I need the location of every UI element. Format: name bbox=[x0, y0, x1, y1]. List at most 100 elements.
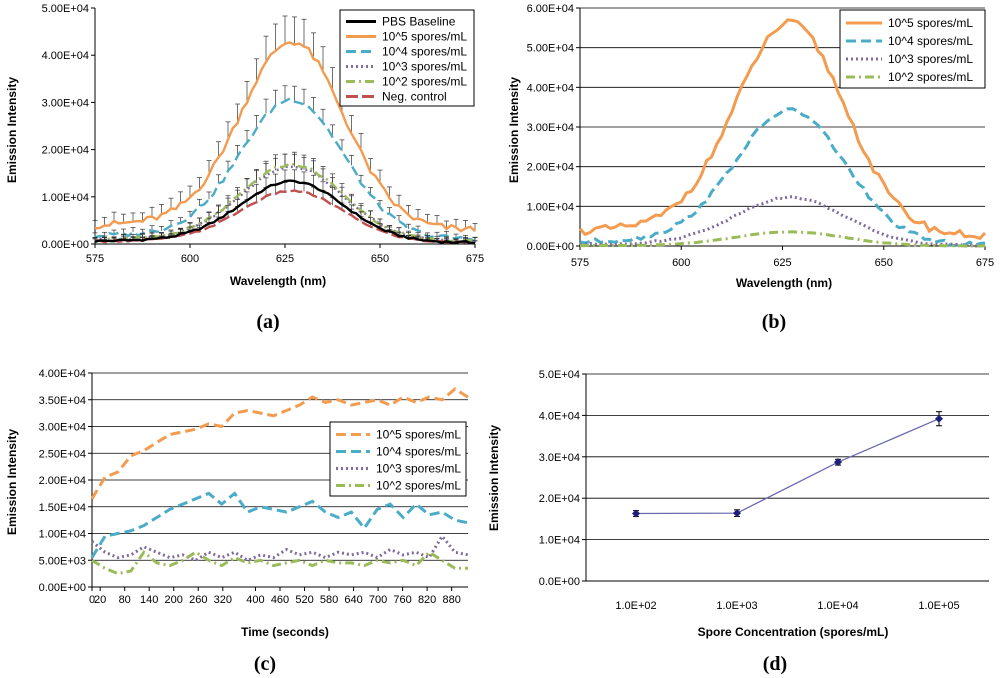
panel-c-ytick-label: 2.50E+04 bbox=[39, 448, 86, 460]
panel-d-point bbox=[834, 458, 842, 467]
panel-a-ytick-label: 5.00E+04 bbox=[42, 3, 89, 15]
panel-c-ytick-label: 3.50E+04 bbox=[39, 395, 86, 407]
panel-d-ytick-label: 0.0E+00 bbox=[539, 576, 580, 588]
panel-a-xtick-label: 575 bbox=[86, 253, 104, 265]
panel-a-line-10-4-spores-ml bbox=[94, 97, 476, 243]
panel-c-ytick-label: 0.00E+00 bbox=[39, 582, 86, 594]
panel-b-xlabel: Wavelength (nm) bbox=[736, 276, 832, 290]
panel-b-ytick-label: 6.00E+04 bbox=[527, 3, 574, 15]
panel-a-legend-label-10-4-spores-ml: 10^4 spores/mL bbox=[382, 45, 467, 59]
panel-c-ylabel: Emission Intensity bbox=[5, 429, 19, 535]
panel-a-line-10-5-spores-ml bbox=[94, 41, 476, 233]
panel-b-xtick-label: 650 bbox=[875, 257, 893, 269]
panel-d-caption: (d) bbox=[763, 653, 787, 675]
panel-a: Wavelength (nm) Emission Intensity (a) 0… bbox=[5, 3, 484, 333]
panel-a-line-pbs-baseline bbox=[94, 179, 476, 245]
panel-d-xtick-label: 1.0E+03 bbox=[716, 600, 757, 612]
panel-a-legend-label-pbs-baseline: PBS Baseline bbox=[382, 15, 456, 29]
panel-c-xtick-label: 320 bbox=[214, 594, 232, 606]
panel-d-xtick-label: 1.0E+02 bbox=[615, 600, 656, 612]
panel-d: Spore Concentration (spores/mL) Emission… bbox=[487, 369, 989, 675]
panel-a-series-pbs-baseline bbox=[92, 169, 478, 245]
panel-a-ytick-label: 1.00E+04 bbox=[42, 192, 89, 204]
panel-c-ytick-label: 3.00E+04 bbox=[39, 422, 86, 434]
panel-b-ytick-label: 1.00E+04 bbox=[527, 201, 574, 213]
panel-c-xtick-label: 820 bbox=[418, 594, 436, 606]
panel-c-xtick-label: 580 bbox=[320, 594, 338, 606]
panel-a-ytick-label: 0.00E+00 bbox=[42, 239, 89, 251]
panel-b-ytick-label: 5.00E+04 bbox=[527, 43, 574, 55]
panel-c-xtick-label: 880 bbox=[442, 594, 460, 606]
panel-a-series-10-5-spores-ml bbox=[92, 15, 478, 233]
panel-c-caption: (c) bbox=[254, 653, 276, 675]
panel-b-line-10-3-spores-ml bbox=[579, 195, 986, 248]
panel-c-ytick-label: 1.50E+04 bbox=[39, 502, 86, 514]
panel-c-xtick-label: 0 bbox=[89, 594, 95, 606]
panel-c-xtick-label: 400 bbox=[246, 594, 264, 606]
panel-c-xtick-label: 520 bbox=[295, 594, 313, 606]
panel-b-legend-label-10-2-spores-ml: 10^2 spores/mL bbox=[888, 70, 973, 84]
panel-c-ytick-label: 1.00E+04 bbox=[39, 529, 86, 541]
panel-c-xtick-label: 760 bbox=[393, 594, 411, 606]
panel-d-line bbox=[635, 418, 940, 515]
panel-d-point bbox=[733, 509, 741, 518]
panel-a-series-neg-control bbox=[92, 180, 478, 245]
panel-c-xtick-label: 260 bbox=[189, 594, 207, 606]
panel-d-point bbox=[632, 509, 640, 518]
panel-a-legend-label-10-2-spores-ml: 10^2 spores/mL bbox=[382, 75, 467, 89]
panel-b-legend-label-10-4-spores-ml: 10^4 spores/mL bbox=[888, 34, 973, 48]
panel-c-ytick-label: 5.00E+03 bbox=[39, 555, 86, 567]
panel-b: Wavelength (nm) Emission Intensity (b) 0… bbox=[507, 3, 994, 333]
panel-c-line-10-4-spores-ml bbox=[90, 491, 469, 559]
panel-a-ytick-label: 2.00E+04 bbox=[42, 145, 89, 157]
panel-b-line-10-5-spores-ml bbox=[578, 18, 987, 241]
panel-d-ytick-label: 4.0E+04 bbox=[539, 410, 580, 422]
panel-b-line-10-4-spores-ml bbox=[579, 107, 986, 248]
panel-a-ylabel: Emission Intensity bbox=[5, 77, 19, 183]
panel-b-ytick-label: 4.00E+04 bbox=[527, 82, 574, 94]
panel-a-caption: (a) bbox=[256, 311, 279, 333]
panel-a-legend-label-neg-control: Neg. control bbox=[382, 90, 447, 104]
panel-a-xlabel: Wavelength (nm) bbox=[230, 274, 326, 288]
panel-c-xtick-label: 140 bbox=[140, 594, 158, 606]
panel-d-ytick-label: 3.0E+04 bbox=[539, 452, 580, 464]
panel-c-legend-label-10-3-spores-ml: 10^3 spores/mL bbox=[376, 462, 461, 476]
panel-b-ytick-label: 0.00E+00 bbox=[527, 241, 574, 253]
panel-c-xtick-label: 460 bbox=[271, 594, 289, 606]
panel-c-xlabel: Time (seconds) bbox=[241, 625, 329, 639]
panel-a-line-10-2-spores-ml bbox=[94, 162, 476, 244]
panel-c-legend-label-10-2-spores-ml: 10^2 spores/mL bbox=[376, 479, 461, 493]
panel-b-line-10-2-spores-ml bbox=[579, 230, 986, 248]
panel-b-caption: (b) bbox=[762, 311, 786, 333]
panel-a-legend-label-10-3-spores-ml: 10^3 spores/mL bbox=[382, 60, 467, 74]
panel-d-xtick-label: 1.0E+04 bbox=[817, 600, 858, 612]
panel-b-legend-label-10-3-spores-ml: 10^3 spores/mL bbox=[888, 52, 973, 66]
panel-c-xtick-label: 700 bbox=[369, 594, 387, 606]
panel-b-legend-label-10-5-spores-ml: 10^5 spores/mL bbox=[888, 16, 973, 30]
panel-a-ytick-label: 3.00E+04 bbox=[42, 97, 89, 109]
panel-d-ytick-label: 1.0E+04 bbox=[539, 535, 580, 547]
panel-d-ytick-label: 5.0E+04 bbox=[539, 369, 580, 381]
panel-c-xtick-label: 80 bbox=[119, 594, 131, 606]
panel-a-legend bbox=[339, 9, 475, 107]
panel-a-xtick-label: 650 bbox=[371, 253, 389, 265]
panel-d-ytick-label: 2.0E+04 bbox=[539, 493, 580, 505]
panel-c-xtick-label: 640 bbox=[344, 594, 362, 606]
panel-b-xtick-label: 600 bbox=[672, 257, 690, 269]
panel-b-ytick-label: 2.00E+04 bbox=[527, 162, 574, 174]
panel-a-xtick-label: 625 bbox=[276, 253, 294, 265]
panel-d-xlabel: Spore Concentration (spores/mL) bbox=[698, 625, 889, 639]
panel-a-legend-label-10-5-spores-ml: 10^5 spores/mL bbox=[382, 30, 467, 44]
panel-c-legend-label-10-4-spores-ml: 10^4 spores/mL bbox=[376, 445, 461, 459]
panel-c-ytick-label: 4.00E+04 bbox=[39, 368, 86, 380]
panel-b-xtick-label: 675 bbox=[976, 257, 994, 269]
panel-c-line-10-3-spores-ml bbox=[91, 533, 469, 562]
panel-a-xtick-label: 675 bbox=[466, 253, 484, 265]
panel-c-line-10-2-spores-ml bbox=[91, 550, 468, 576]
panel-a-xtick-label: 600 bbox=[181, 253, 199, 265]
panel-b-xtick-label: 575 bbox=[571, 257, 589, 269]
panel-c-legend-label-10-5-spores-ml: 10^5 spores/mL bbox=[376, 428, 461, 442]
panel-d-ylabel: Emission Intensity bbox=[487, 425, 501, 531]
panel-c-xtick-label: 200 bbox=[165, 594, 183, 606]
